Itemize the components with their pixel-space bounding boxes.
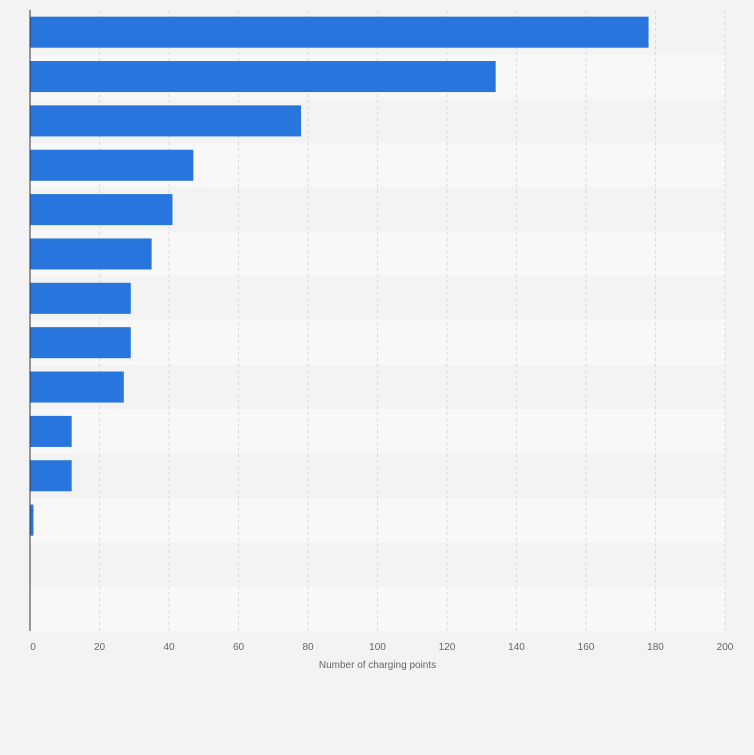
x-tick-label: 20: [94, 642, 106, 653]
x-tick-label: 100: [369, 642, 386, 653]
bars: [30, 16, 649, 536]
bar: [30, 282, 131, 314]
x-tick-label: 40: [163, 642, 175, 653]
grid-lines: [99, 10, 726, 631]
bar: [30, 327, 131, 359]
x-tick-label: 160: [578, 642, 595, 653]
bar: [30, 61, 496, 93]
row-bands: [30, 10, 725, 631]
x-tick-label: 180: [647, 642, 664, 653]
bar: [30, 194, 173, 226]
x-tick-label: 80: [302, 642, 314, 653]
x-axis-label: Number of charging points: [319, 660, 436, 671]
x-tick-label: 0: [30, 642, 36, 653]
bar: [30, 504, 34, 536]
x-tick-labels: 0 20 40 60 80 100 120 140 160 180 200: [30, 642, 734, 653]
x-tick-label: 60: [233, 642, 245, 653]
bar: [30, 415, 72, 447]
bar: [30, 371, 124, 403]
bar: [30, 460, 72, 492]
bar: [30, 16, 649, 48]
x-tick-label: 140: [508, 642, 525, 653]
bar: [30, 238, 152, 270]
bar: [30, 105, 302, 137]
x-tick-label: 200: [717, 642, 734, 653]
x-tick-label: 120: [439, 642, 456, 653]
bar: [30, 149, 194, 181]
